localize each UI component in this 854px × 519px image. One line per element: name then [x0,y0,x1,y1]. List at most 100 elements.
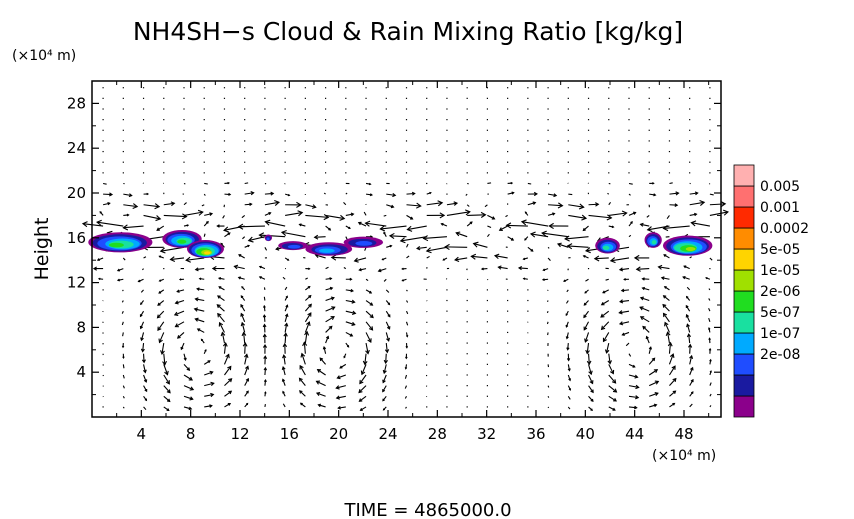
wind-vector [102,201,111,206]
y-tick-label: 16 [67,229,86,247]
wind-vector [158,255,164,259]
vector-dot [507,87,509,89]
wind-vector [203,193,206,196]
wind-vector [689,256,692,259]
wind-vector [642,325,650,333]
vector-dot [689,140,691,142]
vector-dot [466,299,468,302]
wind-vector [567,395,571,400]
wind-vector [237,223,265,230]
colorbar-swatch [733,311,755,334]
wind-vector [358,385,367,394]
vector-dot [486,395,489,397]
wind-vector [244,244,251,248]
vector-dot [507,140,509,142]
wind-vector [648,357,656,365]
vector-dot [628,87,630,89]
wind-vector [600,300,610,306]
wind-vector [140,332,145,342]
vector-dot [405,161,408,163]
vector-dot [405,150,408,153]
wind-vector [628,193,631,196]
vector-dot [324,119,327,121]
x-tick-label: 48 [674,425,693,443]
wind-vector [608,385,618,393]
wind-vector [141,353,146,364]
wind-vector [649,403,658,408]
vector-dot [365,129,367,131]
wind-vector [139,310,145,318]
vector-dot [284,150,286,153]
wind-vector [566,289,569,293]
vector-dot [142,97,145,99]
wind-vector [258,265,266,270]
vector-dot [385,140,387,142]
wind-vector [383,231,387,237]
vector-dot [648,150,650,153]
wind-vector [618,267,630,272]
wind-vector [406,243,409,248]
wind-vector [358,268,367,272]
wind-vector [96,219,124,227]
wind-vector [507,236,515,241]
vector-dot [142,161,145,163]
vector-dot [446,97,448,99]
wind-vector [405,332,409,338]
wind-vector [662,225,690,232]
vector-dot [608,172,610,174]
wind-vector [241,214,246,219]
wind-vector [140,300,144,306]
vector-dot [365,119,367,121]
wind-vector [608,406,616,411]
wind-vector [315,380,326,387]
vector-dot [587,119,590,121]
wind-vector [689,191,699,196]
vector-dot [527,299,529,302]
wind-vector [298,377,306,386]
wind-vector [618,321,630,326]
wind-vector [628,384,640,390]
vector-dot [405,172,408,174]
wind-vector [345,212,355,217]
vector-dot [527,385,529,387]
wind-vector [669,390,677,397]
vector-dot [426,97,428,99]
wind-vector [203,220,209,227]
wind-vector [325,306,336,312]
vector-dot [527,161,529,163]
vector-dot [223,87,226,89]
vector-dot [446,406,448,408]
wind-vector [547,385,550,388]
vector-dot [365,97,367,99]
vector-dot [547,150,549,153]
wind-vector [567,364,571,372]
vector-dot [486,342,489,344]
wind-vector [609,257,630,264]
wind-vector [546,310,549,314]
wind-vector [709,393,712,397]
wind-vector [99,210,104,216]
wind-vector [244,402,249,408]
wind-vector [541,278,549,282]
wind-vector [527,191,538,197]
wind-vector [686,333,692,344]
wind-vector [382,364,387,375]
wind-vector [143,214,162,222]
colorbar-label: 2e-06 [760,284,800,300]
wind-vector [143,385,148,393]
vector-dot [284,97,286,99]
vector-dot [567,150,569,153]
vector-dot [466,363,468,365]
wind-vector [194,317,205,323]
colorbar-label: 5e-05 [760,242,800,258]
wind-vector [263,355,268,365]
wind-vector [304,303,312,312]
vector-dot [405,87,408,89]
vector-dot [122,108,124,110]
wind-vector [365,342,370,355]
wind-vector [240,312,246,323]
wind-vector [564,235,589,242]
wind-vector [353,257,367,263]
vector-dot [486,150,489,153]
vector-dot [567,119,569,121]
